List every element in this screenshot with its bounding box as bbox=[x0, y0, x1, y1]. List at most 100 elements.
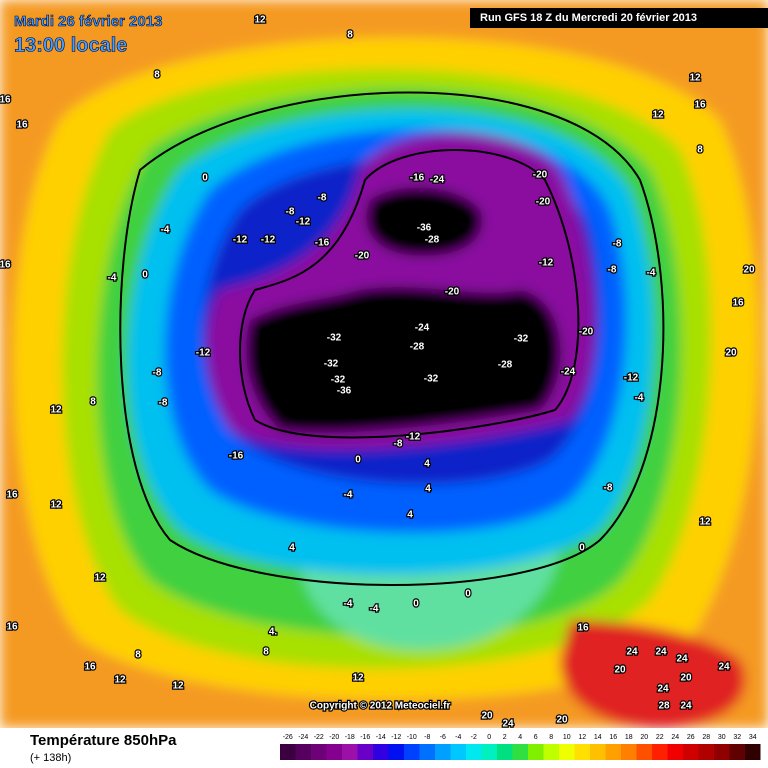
legend-swatch bbox=[295, 744, 311, 760]
legend-tick-label: -8 bbox=[424, 734, 430, 741]
contour-label: -4 bbox=[108, 273, 117, 284]
legend-swatch bbox=[280, 744, 296, 760]
footer-subtitle: (+ 138h) bbox=[30, 752, 71, 764]
contour-label: 8 bbox=[154, 70, 160, 81]
legend-swatch bbox=[698, 744, 714, 760]
legend-tick-label: 18 bbox=[625, 734, 633, 741]
legend-tick-label: 2 bbox=[503, 734, 507, 741]
contour-label: 16 bbox=[732, 298, 744, 309]
contour-label: 20 bbox=[725, 348, 737, 359]
contour-label: -32 bbox=[424, 374, 439, 385]
legend-swatch bbox=[745, 744, 761, 760]
contour-label: 20 bbox=[680, 673, 692, 684]
legend-swatch bbox=[497, 744, 513, 760]
contour-label: 12 bbox=[50, 405, 62, 416]
contour-label: -12 bbox=[624, 373, 639, 384]
contour-label: 8 bbox=[347, 30, 353, 41]
footer-title: Température 850hPa bbox=[30, 732, 177, 749]
legend-swatch bbox=[419, 744, 435, 760]
contour-label: 20 bbox=[743, 265, 755, 276]
contour-label: 12 bbox=[114, 675, 126, 686]
legend-swatch bbox=[683, 744, 699, 760]
contour-label: -32 bbox=[327, 333, 342, 344]
contour-label: 20 bbox=[556, 715, 568, 726]
contour-label: -20 bbox=[533, 170, 548, 181]
contour-label: 12 bbox=[50, 500, 62, 511]
contour-label: 8 bbox=[90, 397, 96, 408]
legend-swatch bbox=[342, 744, 358, 760]
contour-label: 0 bbox=[355, 455, 361, 466]
legend-swatch bbox=[311, 744, 327, 760]
contour-label: 16 bbox=[6, 622, 18, 633]
contour-label: -12 bbox=[296, 217, 311, 228]
contour-label: 16 bbox=[84, 662, 96, 673]
contour-label: -16 bbox=[410, 173, 425, 184]
contour-label: -8 bbox=[613, 239, 622, 250]
legend-swatch bbox=[729, 744, 745, 760]
contour-label: 24 bbox=[680, 701, 692, 712]
legend-tick-label: 32 bbox=[733, 734, 741, 741]
contour-label: -12 bbox=[196, 348, 211, 359]
legend-swatch bbox=[450, 744, 466, 760]
contour-label: -4 bbox=[161, 225, 170, 236]
contour-label: -24 bbox=[561, 367, 576, 378]
legend-swatch bbox=[590, 744, 606, 760]
contour-label: 16 bbox=[577, 623, 589, 634]
contour-label: -20 bbox=[536, 197, 551, 208]
contour-label: -8 bbox=[153, 368, 162, 379]
contour-label: -20 bbox=[579, 327, 594, 338]
contour-label: -20 bbox=[355, 251, 370, 262]
time: 13:00 locale bbox=[14, 34, 127, 56]
legend-swatch bbox=[714, 744, 730, 760]
legend-swatch bbox=[404, 744, 420, 760]
contour-label: -36 bbox=[417, 223, 432, 234]
contour-label: 0 bbox=[202, 173, 208, 184]
legend-tick-label: 24 bbox=[671, 734, 679, 741]
contour-label: -12 bbox=[539, 258, 554, 269]
legend-swatch bbox=[543, 744, 559, 760]
legend-swatch bbox=[605, 744, 621, 760]
legend-swatch bbox=[528, 744, 544, 760]
contour-label: 12 bbox=[699, 517, 711, 528]
contour-label: 12 bbox=[94, 573, 106, 584]
contour-label: 4 bbox=[289, 543, 295, 554]
contour-label: -4 bbox=[344, 599, 353, 610]
contour-label: 24 bbox=[718, 662, 730, 673]
contour-label: 24 bbox=[657, 684, 669, 695]
legend-swatch bbox=[652, 744, 668, 760]
legend-swatch bbox=[621, 744, 637, 760]
legend-tick-label: 16 bbox=[609, 734, 617, 741]
legend-tick-label: -16 bbox=[360, 734, 370, 741]
legend-tick-label: -10 bbox=[407, 734, 417, 741]
contour-label: -12 bbox=[233, 235, 248, 246]
legend-tick-label: 14 bbox=[594, 734, 602, 741]
contour-label: 16 bbox=[694, 100, 706, 111]
contour-label: 8 bbox=[263, 647, 269, 658]
date: Mardi 26 février 2013 bbox=[14, 13, 162, 30]
legend-swatch bbox=[357, 744, 373, 760]
legend-tick-label: 8 bbox=[549, 734, 553, 741]
legend-tick-label: -6 bbox=[440, 734, 446, 741]
contour-label: -8 bbox=[604, 483, 613, 494]
contour-label: -28 bbox=[498, 360, 513, 371]
legend-tick-label: 28 bbox=[702, 734, 710, 741]
contour-label: -24 bbox=[430, 175, 445, 186]
contour-label: 24 bbox=[676, 654, 688, 665]
legend-tick-label: 26 bbox=[687, 734, 695, 741]
contour-label: -32 bbox=[331, 375, 346, 386]
legend-swatch bbox=[481, 744, 497, 760]
contour-label: -4 bbox=[635, 393, 644, 404]
contour-label: -8 bbox=[318, 193, 327, 204]
legend-tick-label: 4 bbox=[518, 734, 522, 741]
contour-label: 16 bbox=[0, 95, 11, 106]
contour-label: 20 bbox=[481, 711, 493, 722]
temperature-field bbox=[0, 0, 768, 728]
legend-tick-label: 6 bbox=[534, 734, 538, 741]
contour-label: 4 bbox=[425, 484, 431, 495]
contour-label: 16 bbox=[16, 120, 28, 131]
legend-tick-label: -12 bbox=[391, 734, 401, 741]
contour-label: -4 bbox=[344, 490, 353, 501]
